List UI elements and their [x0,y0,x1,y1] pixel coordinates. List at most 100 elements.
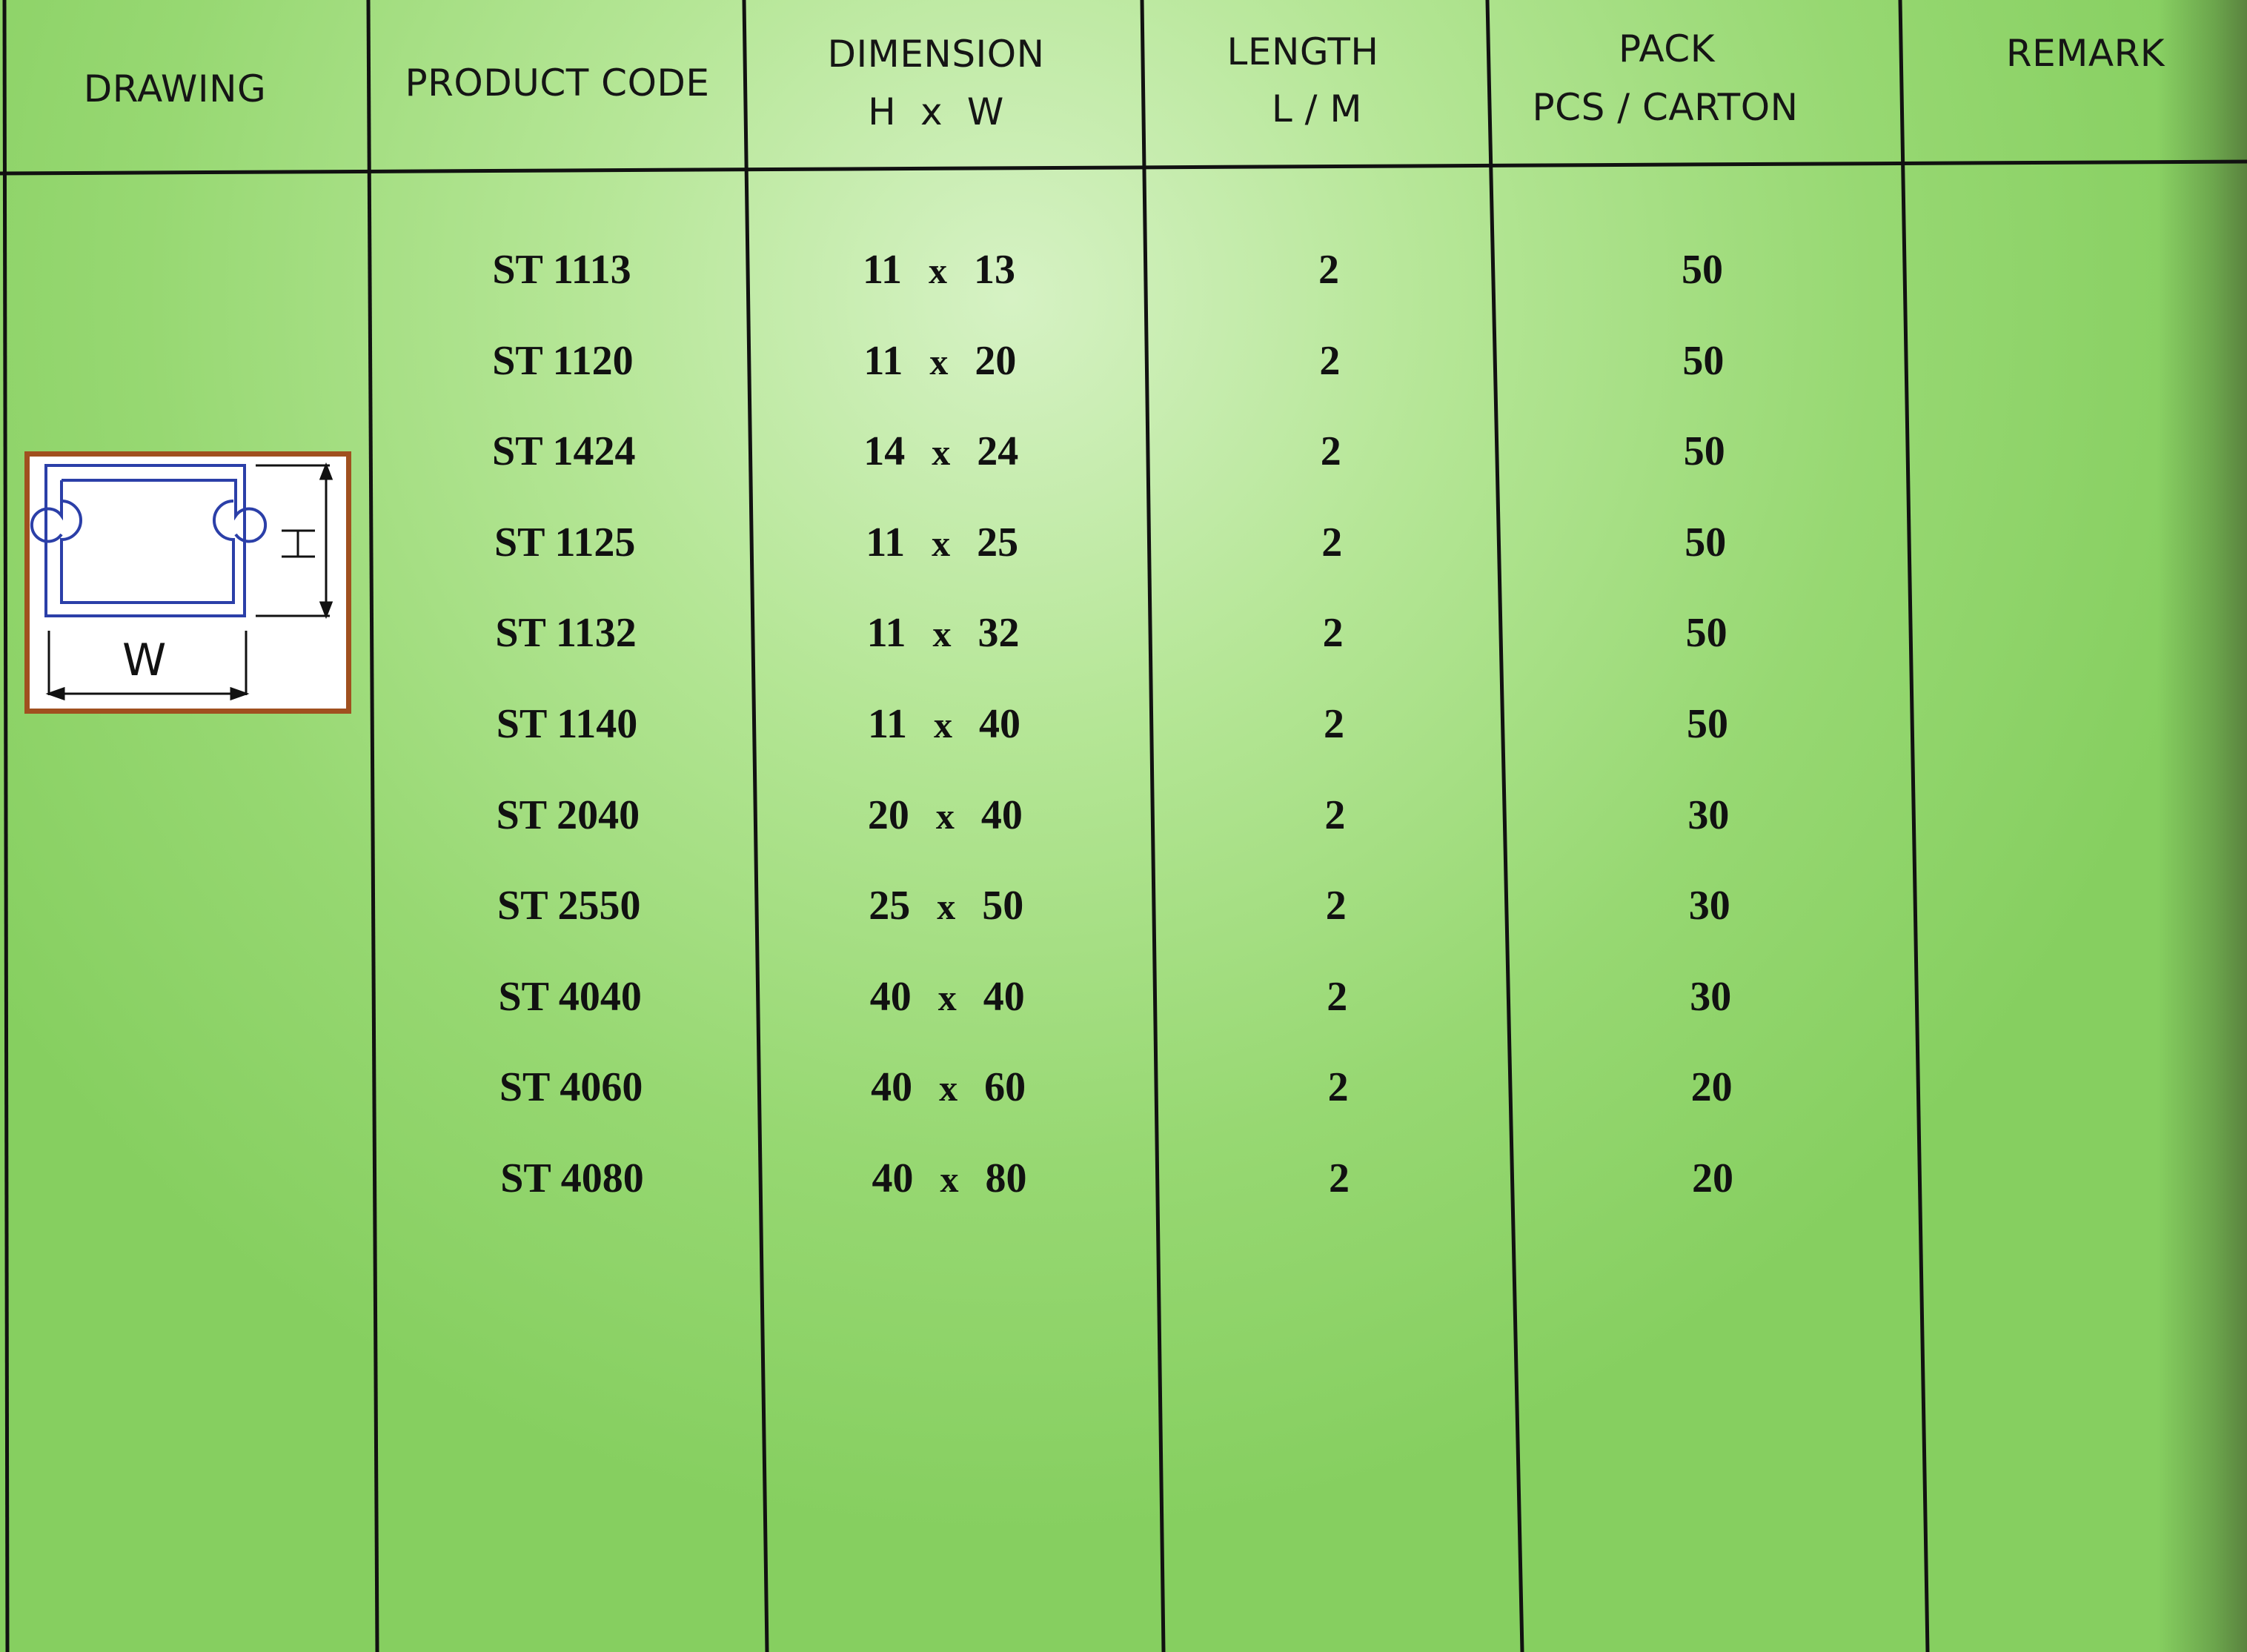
product-code-cell: ST 2040 [497,792,640,839]
length-cell: 2 [1324,792,1345,839]
header-pack-sub: PCS / CARTON [1532,86,1799,129]
column-divider [1140,0,1166,1652]
dimension-h: 40 [872,1155,914,1201]
pack-cell: 50 [1684,428,1725,475]
dimension-w: 60 [984,1064,1026,1111]
product-code: ST 1424 [492,428,636,475]
product-code: ST 4080 [500,1155,644,1201]
dimension-separator: x [939,1067,958,1109]
header-pack: PACK [1619,27,1715,70]
dimension-w: 13 [973,247,1015,293]
pack-value: 30 [1690,973,1732,1020]
dimension-h: 11 [866,519,906,565]
pack-value: 30 [1687,792,1730,838]
length-value: 2 [1320,428,1341,475]
length-cell: 2 [1323,609,1344,657]
product-code-cell: ST 1113 [492,246,631,293]
header-length-sub: L / M [1271,87,1363,130]
column-divider [366,0,379,1652]
product-code-cell: ST 1132 [495,609,636,657]
pack-value: 50 [1682,247,1723,293]
length-cell: 2 [1328,1064,1349,1111]
length-value: 2 [1322,610,1344,657]
header-divider [0,159,2247,176]
dimension-w: 40 [978,701,1020,747]
dimension-w: 40 [983,973,1025,1020]
dimension-separator: x [929,340,949,382]
dimension-w: 25 [977,519,1019,565]
column-divider [1898,0,1930,1652]
drawing-width-label: W [122,634,167,686]
header-length: LENGTH [1227,30,1379,73]
dimension-cell: 11 x 25 [866,519,1018,566]
dimension-h: 11 [863,247,902,293]
product-code: ST 4040 [498,973,642,1020]
product-code-cell: ST 2550 [497,882,640,929]
dimension-h: 40 [871,1064,913,1111]
length-value: 2 [1327,1064,1349,1111]
dimension-cell: 25 x 50 [869,882,1023,929]
product-code-cell: ST 1125 [494,519,635,566]
dimension-cell: 11 x 13 [863,246,1015,293]
product-code-cell: ST 1120 [492,337,633,385]
dimension-w: 24 [977,428,1019,475]
dimension-separator: x [933,704,952,746]
column-divider [2,0,10,1652]
product-drawing: W [24,451,351,714]
dimension-separator: x [940,1158,959,1200]
product-code: ST 4060 [499,1064,643,1111]
length-value: 2 [1325,883,1347,929]
pack-value: 50 [1683,428,1725,475]
pack-value: 30 [1688,883,1730,929]
pack-cell: 50 [1686,609,1727,657]
dimension-cell: 40 x 60 [871,1064,1026,1111]
header-product-code: PRODUCT CODE [405,62,710,105]
pack-cell: 50 [1685,519,1726,566]
pack-cell: 30 [1689,882,1730,929]
dimension-separator: x [937,976,957,1018]
length-value: 2 [1324,701,1344,747]
header-remark: REMARK [2005,32,2165,75]
product-code: ST 1113 [492,247,631,293]
pack-cell: 30 [1687,792,1729,839]
length-value: 2 [1329,1155,1350,1201]
pack-value: 50 [1682,337,1725,384]
product-code-cell: ST 1140 [497,700,637,748]
product-code-cell: ST 1424 [492,428,635,475]
product-code-cell: ST 4040 [498,973,641,1021]
length-cell: 2 [1329,1155,1350,1202]
pack-value: 50 [1687,701,1728,747]
dimension-h: 20 [867,792,909,838]
dimension-h: 11 [868,701,907,747]
pack-value: 20 [1692,1155,1733,1201]
dimension-cell: 40 x 80 [872,1155,1027,1202]
length-cell: 2 [1319,337,1340,385]
dimension-h: 40 [869,973,912,1020]
header-dimension: DIMENSION [827,33,1045,76]
dimension-cell: 11 x 40 [868,700,1020,748]
dimension-separator: x [932,522,951,564]
pack-cell: 20 [1691,1064,1733,1111]
dimension-cell: 11 x 20 [863,337,1016,385]
dimension-h: 11 [866,610,906,657]
dimension-w: 80 [985,1155,1027,1201]
dimension-cell: 14 x 24 [863,428,1018,475]
dimension-separator: x [932,431,951,474]
header-dimension-sub: H x W [868,90,1004,133]
dimension-separator: x [937,886,956,928]
dimension-w: 32 [978,610,1020,657]
product-code: ST 1140 [496,701,638,747]
pack-value: 50 [1685,519,1727,565]
length-cell: 2 [1327,973,1347,1021]
product-code: ST 2550 [497,883,641,929]
product-code-cell: ST 4060 [499,1064,643,1111]
length-value: 2 [1327,973,1348,1020]
product-code-cell: ST 4080 [500,1155,643,1202]
pack-cell: 20 [1692,1155,1733,1202]
dimension-separator: x [935,795,955,837]
product-code: ST 1120 [492,337,634,384]
dimension-h: 25 [869,883,911,929]
length-cell: 2 [1326,882,1347,929]
pack-cell: 30 [1690,973,1731,1021]
